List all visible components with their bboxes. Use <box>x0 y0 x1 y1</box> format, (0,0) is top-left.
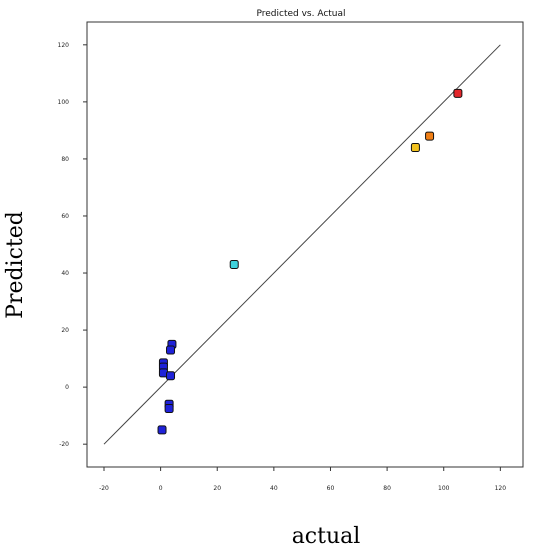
y-axis-ticks: -20 0 20 40 60 80 100 120 <box>58 42 87 448</box>
y-axis-title: Predicted <box>3 211 28 319</box>
y-tick-label: 120 <box>58 42 70 49</box>
x-tick-label: 40 <box>270 485 278 492</box>
data-point <box>229 259 239 269</box>
data-point <box>166 345 176 355</box>
y-tick-label: 80 <box>61 156 69 163</box>
data-point <box>453 88 463 98</box>
data-point <box>410 143 420 153</box>
data-points <box>157 88 463 435</box>
reference-line <box>103 44 501 445</box>
data-point <box>164 404 174 414</box>
x-tick-label: 20 <box>213 485 221 492</box>
reference-line-layer <box>103 44 501 445</box>
chart-title: Predicted vs. Actual <box>256 9 345 19</box>
y-tick-label: 0 <box>65 384 69 391</box>
y-tick-label: -20 <box>59 441 69 448</box>
data-point <box>425 131 435 141</box>
y-tick-label: 40 <box>61 270 69 277</box>
plot-frame <box>86 21 524 468</box>
x-tick-label: 100 <box>438 485 450 492</box>
x-tick-label: 60 <box>327 485 335 492</box>
y-tick-label: 20 <box>61 327 69 334</box>
y-tick-label: 60 <box>61 213 69 220</box>
x-axis-title: actual <box>292 524 361 549</box>
x-tick-label: 80 <box>383 485 391 492</box>
x-axis-ticks: -20 0 20 40 60 80 100 120 <box>99 467 506 492</box>
data-point <box>166 371 176 381</box>
data-point <box>157 425 167 435</box>
x-tick-label: -20 <box>99 485 109 492</box>
x-tick-label: 120 <box>495 485 507 492</box>
y-tick-label: 100 <box>58 99 70 106</box>
x-tick-label: 0 <box>159 485 163 492</box>
